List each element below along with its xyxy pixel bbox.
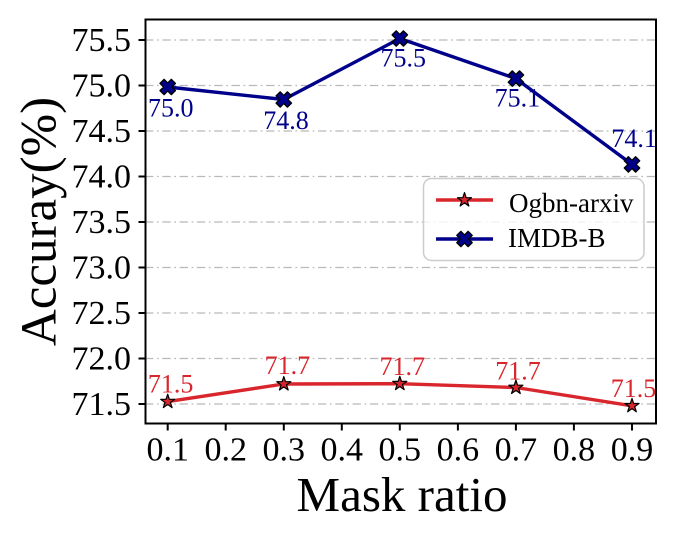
svg-text:0.3: 0.3 xyxy=(263,432,306,469)
svg-text:73.5: 73.5 xyxy=(72,204,132,241)
svg-text:75.0: 75.0 xyxy=(148,94,194,123)
svg-text:Mask ratio: Mask ratio xyxy=(297,467,508,522)
svg-text:71.7: 71.7 xyxy=(379,352,425,381)
svg-text:71.7: 71.7 xyxy=(495,357,541,386)
svg-text:Accuray(%): Accuray(%) xyxy=(12,97,68,346)
svg-text:IMDB-B: IMDB-B xyxy=(508,223,606,253)
svg-text:0.1: 0.1 xyxy=(146,432,189,469)
svg-text:0.5: 0.5 xyxy=(379,432,422,469)
svg-text:75.5: 75.5 xyxy=(72,22,132,59)
svg-text:75.5: 75.5 xyxy=(381,44,427,73)
svg-text:0.9: 0.9 xyxy=(611,432,654,469)
svg-text:71.5: 71.5 xyxy=(72,386,132,423)
svg-text:0.7: 0.7 xyxy=(495,432,538,469)
svg-text:71.5: 71.5 xyxy=(611,374,657,403)
svg-text:72.5: 72.5 xyxy=(72,295,132,332)
svg-text:0.6: 0.6 xyxy=(437,432,480,469)
svg-text:74.5: 74.5 xyxy=(72,113,132,150)
svg-text:73.0: 73.0 xyxy=(72,250,132,287)
svg-text:74.8: 74.8 xyxy=(263,106,309,135)
svg-text:74.0: 74.0 xyxy=(72,159,132,196)
svg-text:0.2: 0.2 xyxy=(204,432,247,469)
svg-text:71.5: 71.5 xyxy=(148,370,194,399)
svg-text:0.4: 0.4 xyxy=(321,432,364,469)
svg-text:0.8: 0.8 xyxy=(553,432,596,469)
svg-text:72.0: 72.0 xyxy=(72,341,132,378)
svg-text:74.1: 74.1 xyxy=(611,124,657,153)
svg-text:Ogbn-arxiv: Ogbn-arxiv xyxy=(509,188,634,218)
svg-text:71.7: 71.7 xyxy=(265,351,311,380)
svg-text:75.0: 75.0 xyxy=(72,68,132,105)
svg-text:75.1: 75.1 xyxy=(495,84,541,113)
